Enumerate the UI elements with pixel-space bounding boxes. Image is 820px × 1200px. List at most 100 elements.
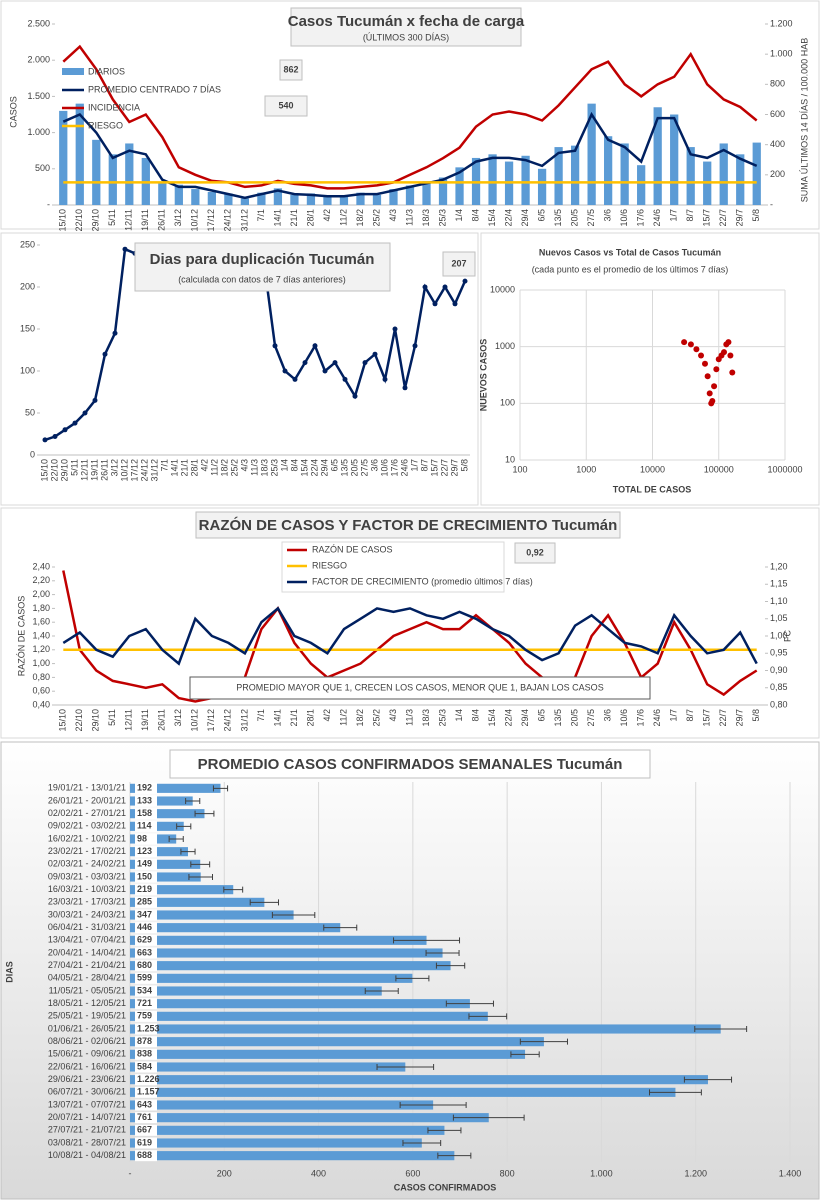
y-tick-label: 1,20 (32, 644, 50, 654)
point (701, 360, 708, 367)
bar (130, 1075, 708, 1085)
point (272, 343, 278, 349)
x-tick-label: 25/3 (437, 209, 447, 227)
x-tick-label: 15/4 (487, 709, 497, 727)
data-label: 629 (137, 935, 152, 945)
annotation: 207 (451, 258, 466, 268)
label-bg (135, 858, 157, 870)
annotation: PROMEDIO MAYOR QUE 1, CRECEN LOS CASOS, … (236, 682, 603, 692)
x-tick-label: 11/3 (249, 459, 259, 476)
x-tick-label: 22/7 (718, 209, 728, 227)
y2-tick-label: - (770, 199, 773, 209)
x-tick-label: 100 (512, 464, 527, 474)
bar (752, 142, 761, 205)
x-tick-label: 17/12 (129, 459, 139, 482)
label-bg (135, 884, 157, 896)
label-bg (135, 1150, 157, 1162)
x-tick-label: 5/11 (107, 709, 117, 726)
error-bar (683, 1076, 733, 1083)
error-bar (364, 988, 399, 994)
y-axis-label: DIAS (4, 961, 14, 983)
error-bar (649, 1089, 702, 1096)
x-tick-label: 7/1 (159, 459, 169, 472)
x-tick-label: 24/12 (223, 709, 233, 732)
data-label: 838 (137, 1049, 152, 1059)
bar (257, 192, 266, 205)
y-tick-label: 06/07/21 - 30/06/21 (48, 1087, 126, 1097)
bar (356, 192, 365, 205)
x-tick-label: 25/3 (437, 709, 447, 727)
x-tick-label: 1/7 (409, 459, 419, 472)
bar (587, 103, 596, 205)
point (122, 246, 128, 252)
y-tick-label: 13/04/21 - 07/04/21 (48, 935, 126, 945)
point (392, 326, 398, 332)
x-tick-label: 10/6 (619, 709, 629, 727)
x-tick-label: 1/7 (669, 209, 679, 222)
bar (130, 935, 427, 945)
bar (108, 154, 117, 205)
point (112, 330, 118, 336)
legend-label: PROMEDIO CENTRADO 7 DÍAS (88, 84, 221, 94)
bar (637, 165, 646, 205)
x-tick-label: 29/10 (91, 709, 101, 732)
bar (130, 783, 221, 793)
chart-title: Nuevos Casos vs Total de Casos Tucumán (539, 247, 721, 257)
data-label: 688 (137, 1150, 152, 1160)
x-tick-label: 24/6 (652, 209, 662, 227)
x-tick-label: 29/4 (520, 209, 530, 227)
x-tick-label: 24/12 (223, 209, 233, 232)
x-tick-label: 4/2 (322, 209, 332, 222)
x-tick-label: 22/4 (503, 209, 513, 227)
x-tick-label: 20/5 (569, 209, 579, 227)
y2-tick-label: 1.200 (770, 18, 793, 28)
data-label: 878 (137, 1036, 152, 1046)
label-bg (135, 972, 157, 984)
y-tick-label: 30/03/21 - 24/03/21 (48, 909, 126, 919)
bar (273, 188, 283, 205)
data-label: 584 (137, 1061, 152, 1071)
bar (224, 193, 233, 205)
y-tick-label: 20/04/21 - 14/04/21 (48, 947, 126, 957)
label-bg (135, 846, 157, 858)
y2-axis-label: SUMA ÚLTIMOS 14 DÍAS / 100.000 HAB (799, 38, 809, 202)
error-bar (176, 823, 192, 830)
y-tick-label: 09/02/21 - 03/02/21 (48, 821, 126, 831)
bar (422, 181, 431, 205)
x-tick-label: 17/6 (636, 209, 646, 227)
x-tick-label: 8/7 (685, 709, 695, 722)
chart-title: RAZÓN DE CASOS Y FACTOR DE CRECIMIENTO T… (199, 516, 618, 534)
x-tick-label: 10/6 (379, 459, 389, 477)
x-tick-label: 27/5 (586, 709, 596, 727)
y2-tick-label: 200 (770, 169, 785, 179)
point (452, 301, 458, 307)
x-tick-label: 5/8 (751, 209, 761, 222)
error-bar (437, 1152, 472, 1159)
x-tick-label: 15/10 (39, 459, 49, 482)
x-tick-label: 5/8 (459, 459, 469, 472)
x-tick-label: 18/2 (355, 709, 365, 727)
point (687, 341, 694, 348)
x-tick-label: 8/4 (470, 209, 480, 222)
x-tick-label: 800 (500, 1168, 515, 1178)
x-tick-label: 6/5 (329, 459, 339, 472)
bar (670, 114, 679, 205)
x-tick-label: 5/8 (751, 709, 761, 722)
label-bg (135, 1124, 157, 1136)
y-tick-label: 2,40 (32, 561, 50, 571)
y-tick-label: 2.500 (27, 18, 50, 28)
x-tick-label: 15/10 (58, 209, 68, 232)
x-tick-label: 19/11 (140, 209, 150, 231)
point (92, 397, 98, 403)
point (713, 366, 720, 373)
label-bg (135, 960, 157, 972)
bar (130, 1011, 488, 1021)
point (727, 352, 734, 359)
annotation-box (514, 542, 556, 564)
x-tick-label: 12/11 (79, 459, 89, 481)
x-tick-label: 22/4 (309, 459, 319, 477)
bar (438, 177, 448, 205)
x-tick-label: 1000000 (767, 464, 802, 474)
point (72, 420, 78, 426)
bar (405, 185, 415, 205)
